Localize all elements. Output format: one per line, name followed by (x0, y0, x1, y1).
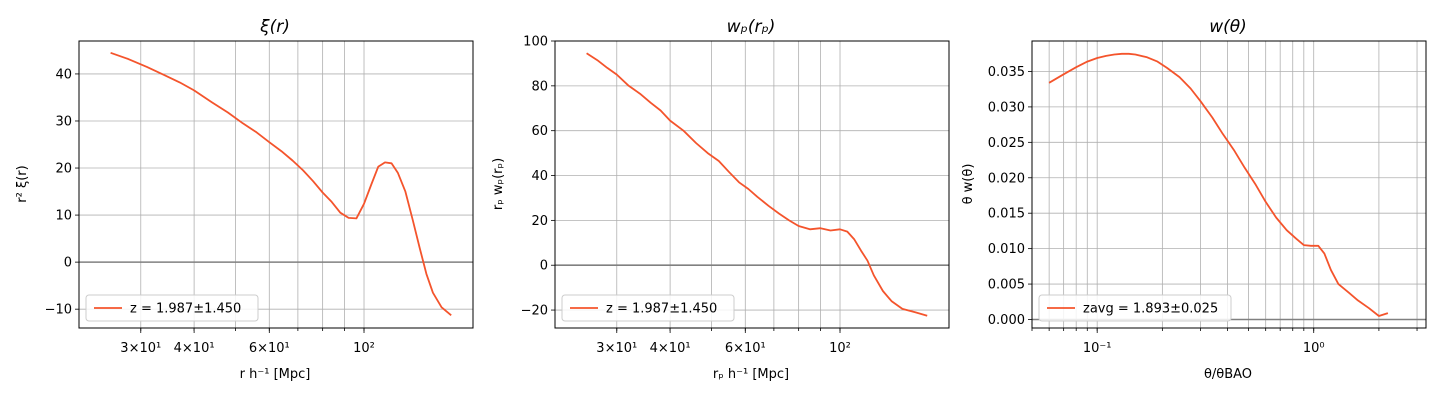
y-tick-label: 10 (55, 209, 72, 224)
y-tick-label: 60 (531, 124, 548, 139)
y-tick-label: 40 (55, 67, 72, 82)
series-line (110, 51, 452, 316)
panel-wtheta-plot: 0.000 0.005 0.010 0.015 0.020 0.025 0.030 0.035… (988, 40, 1427, 356)
axes-frame (554, 40, 950, 329)
series-line (586, 52, 928, 317)
y-tick-label: 0.000 (988, 313, 1025, 328)
panel-wp: wₚ(rₚ) rₚ h⁻¹ [Mpc] rₚ wₚ(rₚ) −20 0 20 40 60… (491, 17, 950, 382)
panel-wp-xlabel: rₚ h⁻¹ [Mpc] (713, 367, 789, 382)
panel-wtheta-xlabel: θ/θBAO (1204, 367, 1252, 382)
panel-xi-plot: −10 0 10 20 30 40 3×10¹ 4×10¹ 6×10¹ 10² z = 1.987±… (45, 40, 474, 356)
y-tick-label: 40 (531, 169, 548, 184)
x-tick-label: 3×10¹ (596, 341, 637, 356)
legend-label: z = 1.987±1.450 (606, 302, 717, 317)
panel-xi: ξ(r) r h⁻¹ [Mpc] r² ξ(r) −10 0 10 20 30 40 3×1… (15, 17, 474, 382)
axes-frame (78, 40, 474, 329)
y-tick-label: 0.025 (988, 136, 1025, 151)
x-tick-label: 6×10¹ (725, 341, 766, 356)
panel-xi-ylabel: r² ξ(r) (15, 165, 30, 202)
y-tick-label: 0 (64, 256, 72, 271)
x-tick-label: 4×10¹ (650, 341, 691, 356)
axes-frame (1031, 40, 1427, 329)
y-tick-label: 0.020 (988, 171, 1025, 186)
y-tick-label: 0.005 (988, 278, 1025, 293)
panel-wtheta-ylabel: θ w(θ) (961, 164, 976, 205)
legend-label: zavg = 1.893±0.025 (1083, 302, 1218, 317)
panel-wtheta: w(θ) θ/θBAO θ w(θ) 0.0000.0050.0100.0150… (961, 17, 1427, 382)
y-tick-label: 0.015 (988, 207, 1025, 222)
panel-wtheta-title: w(θ) (1209, 17, 1247, 37)
x-tick-label: 6×10¹ (249, 341, 290, 356)
x-tick-label: 10² (353, 341, 375, 356)
x-tick-label: 10² (829, 341, 851, 356)
y-tick-label: 30 (55, 114, 72, 129)
legend-box (85, 294, 259, 322)
legend-label: z = 1.987±1.450 (130, 302, 241, 317)
panel-xi-xlabel: r h⁻¹ [Mpc] (240, 367, 311, 382)
x-tick-label: 3×10¹ (120, 341, 161, 356)
y-tick-label: 80 (531, 79, 548, 94)
x-tick-label: 4×10¹ (174, 341, 215, 356)
y-tick-label: 0 (540, 259, 548, 274)
y-tick-label: 20 (55, 162, 72, 177)
y-tick-label: −20 (521, 304, 548, 319)
y-tick-label: 0.010 (988, 242, 1025, 257)
x-tick-label: 10⁻¹ (1083, 341, 1112, 356)
legend-box (561, 294, 735, 322)
y-tick-label: 100 (523, 35, 548, 50)
series-line (1048, 52, 1389, 317)
panel-wp-ylabel: rₚ wₚ(rₚ) (491, 158, 506, 210)
y-tick-label: 20 (531, 214, 548, 229)
panel-wp-plot: −20 0 20 40 60 80 100 3×10¹ 4×10¹ 6×10¹ 10² z = 1.9… (521, 35, 950, 356)
y-tick-label: 0.030 (988, 100, 1025, 115)
y-tick-label: −10 (45, 303, 72, 318)
y-tick-label: 0.035 (988, 65, 1025, 80)
panel-xi-title: ξ(r) (259, 17, 290, 37)
panel-wp-title: wₚ(rₚ) (727, 17, 776, 37)
legend-box (1038, 294, 1232, 322)
x-tick-label: 10⁰ (1303, 341, 1325, 356)
